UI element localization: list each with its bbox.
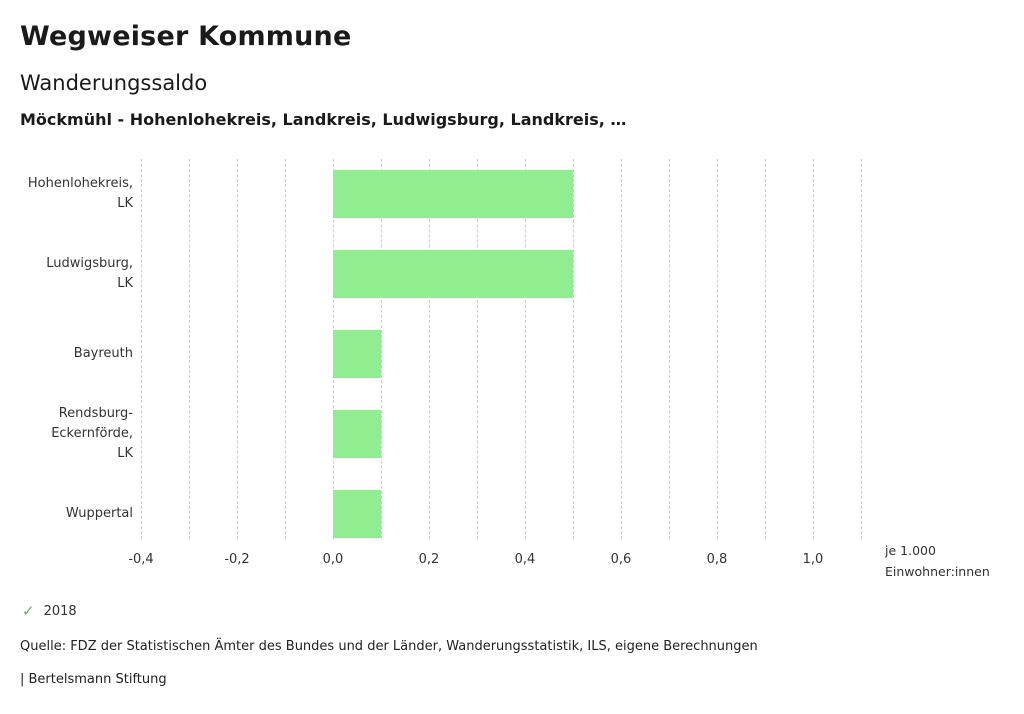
axis-unit-label: je 1.000 Einwohner:innen	[885, 540, 990, 582]
chart-title: Wanderungssaldo	[20, 71, 208, 95]
x-tick-label: -0,4	[128, 552, 154, 567]
bar-rendsburg-eckernförde-lk	[333, 410, 381, 458]
x-tick-label: 0,6	[610, 552, 632, 567]
gridline	[189, 159, 190, 539]
bar-ludwigsburg-lk	[333, 250, 573, 298]
gridline	[765, 159, 766, 539]
bar-chart: Hohenlohekreis, LK Ludwigsburg, LK Bayreuth R…	[20, 154, 1004, 594]
branding: | Bertelsmann Stiftung	[20, 672, 167, 687]
category-label: Hohenlohekreis, LK	[27, 176, 133, 211]
bar-wuppertal	[333, 490, 381, 538]
gridline	[429, 159, 430, 539]
category-label: Ludwigsburg, LK	[46, 256, 133, 291]
category-labels: Hohenlohekreis, LK Ludwigsburg, LK Bayreuth R…	[20, 154, 133, 554]
page-title: Wegweiser Kommune	[20, 21, 352, 52]
gridline	[237, 159, 238, 539]
gridline	[141, 159, 142, 539]
legend: ✓ 2018	[22, 602, 1004, 620]
x-tick-label: 0,0	[322, 552, 344, 567]
bar-hohenlohekreis-lk	[333, 170, 573, 218]
gridline	[813, 159, 814, 539]
category-label: Wuppertal	[65, 506, 133, 521]
bar-bayreuth	[333, 330, 381, 378]
gridline	[525, 159, 526, 539]
gridline	[669, 159, 670, 539]
category-label: Rendsburg- Eckernförde, LK	[51, 406, 133, 461]
gridline	[573, 159, 574, 539]
x-tick-label: 0,8	[706, 552, 728, 567]
x-tick-label: 0,2	[418, 552, 440, 567]
gridline	[381, 159, 382, 539]
gridline	[717, 159, 718, 539]
gridline	[477, 159, 478, 539]
category-label: Bayreuth	[73, 346, 133, 361]
gridline	[861, 159, 862, 539]
gridline	[621, 159, 622, 539]
axis-unit-line2: Einwohner:innen	[885, 564, 990, 579]
x-tick-label: 1,0	[802, 552, 824, 567]
chart-description: Möckmühl - Hohenlohekreis, Landkreis, Lu…	[20, 110, 627, 129]
x-tick-label: -0,2	[224, 552, 250, 567]
plot-area	[141, 154, 862, 554]
legend-year-label: 2018	[43, 604, 77, 619]
source-note: Quelle: FDZ der Statistischen Ämter des …	[20, 639, 758, 654]
gridline	[285, 159, 286, 539]
x-axis: -0,4 -0,2 0,0 0,2 0,4 0,6 0,8 1,0	[128, 552, 861, 572]
check-icon: ✓	[22, 602, 35, 620]
x-tick-label: 0,4	[514, 552, 536, 567]
axis-unit-line1: je 1.000	[885, 543, 936, 558]
